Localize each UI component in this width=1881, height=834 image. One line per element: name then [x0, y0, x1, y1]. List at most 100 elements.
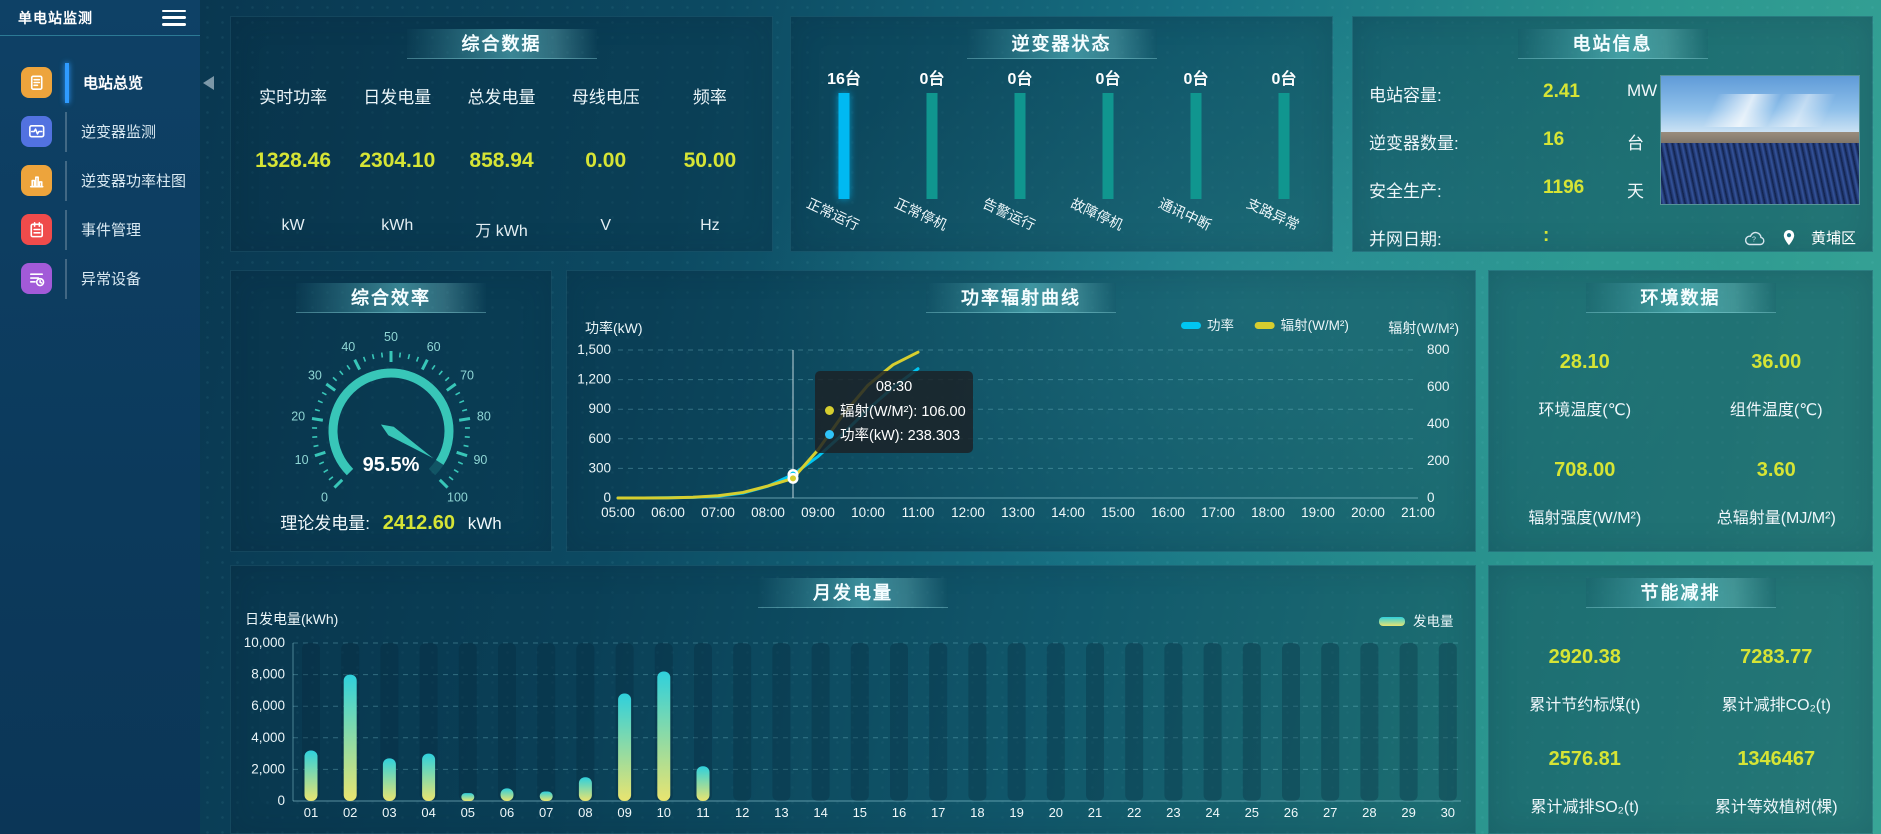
- app-title: 单电站监测: [18, 9, 93, 26]
- weather-cloud-icon[interactable]: ?: [1743, 229, 1767, 247]
- svg-text:100: 100: [447, 490, 468, 504]
- sidebar-item-station-overview[interactable]: 电站总览: [0, 58, 200, 107]
- metric-value: 2304.10: [359, 149, 436, 172]
- svg-text:10,000: 10,000: [244, 635, 285, 650]
- svg-text:30: 30: [308, 369, 322, 383]
- sidebar-item-inverter-monitor[interactable]: 逆变器监测: [0, 107, 200, 156]
- svg-text:15: 15: [853, 805, 867, 820]
- tooltip-item: 辐射(W/M²): 106.00: [825, 400, 966, 421]
- svg-text:0: 0: [1427, 490, 1435, 505]
- cell-label: 总辐射量(MJ/M²): [1716, 510, 1836, 527]
- info-label: 安全生产:: [1369, 182, 1442, 201]
- svg-text:800: 800: [1427, 342, 1450, 357]
- inverter-count: 0台: [1095, 71, 1121, 88]
- svg-text:功率(kW): 功率(kW): [585, 320, 643, 336]
- panel-title-station-info: 电站信息: [1517, 29, 1708, 59]
- panel-summary: 综合数据 实时功率 1328.46 kW 日发电量 2304.10 kWh 总发电量 858.…: [230, 16, 773, 252]
- data-cell: 2920.38 累计节约标煤(t): [1489, 624, 1681, 726]
- panel-title-efficiency: 综合效率: [296, 283, 486, 313]
- station-location: 黄埔区: [1810, 230, 1856, 247]
- inverter-status-label: 正常停机: [892, 194, 950, 234]
- summary-metric: 频率 50.00 Hz: [658, 69, 762, 243]
- sidebar-item-inverter-power-bars[interactable]: 逆变器功率柱图: [0, 156, 200, 205]
- cell-label: 环境温度(℃): [1538, 402, 1632, 419]
- hamburger-menu-icon[interactable]: [162, 9, 186, 26]
- svg-text:900: 900: [588, 401, 611, 416]
- svg-text:09:00: 09:00: [801, 505, 835, 520]
- svg-text:17: 17: [931, 805, 945, 820]
- metric-unit: V: [600, 217, 612, 234]
- monthly-generation-chart[interactable]: 日发电量(kWh) 发电量 0 2,000 4,000 6,000 8,000 10,000 0…: [231, 566, 1477, 834]
- sidebar-item-abnormal-devices[interactable]: 异常设备: [0, 254, 200, 303]
- station-info-row: 电站容量: 2.41 MW: [1369, 81, 1856, 105]
- inverter-status-bar: [1102, 93, 1114, 199]
- svg-text:200: 200: [1427, 453, 1450, 468]
- svg-text:1,200: 1,200: [577, 372, 611, 387]
- svg-text:07:00: 07:00: [701, 505, 735, 520]
- panel-environment: 环境数据 28.10 环境温度(℃) 36.00 组件温度(℃) 708.00 辐射强度(…: [1488, 270, 1873, 552]
- inverter-count: 16台: [827, 71, 861, 88]
- svg-text:02: 02: [343, 805, 357, 820]
- efficiency-gauge: 0 10 20 30 40 50 60 70 80 90 100 95.5%: [291, 330, 491, 504]
- series-dot-icon: [825, 430, 834, 439]
- info-value: 16: [1543, 129, 1565, 150]
- cell-value: 7283.77: [1740, 646, 1813, 668]
- sidebar-item-label: 逆变器监测: [81, 124, 157, 141]
- svg-text:12: 12: [735, 805, 749, 820]
- inverter-power-bars-icon: [21, 165, 52, 196]
- svg-text:14:00: 14:00: [1051, 505, 1085, 520]
- svg-text:80: 80: [477, 409, 491, 423]
- svg-text:2,000: 2,000: [251, 761, 285, 776]
- cell-label: 累计等效植树(棵): [1714, 798, 1838, 816]
- metric-label: 频率: [692, 88, 727, 107]
- panel-title-environment: 环境数据: [1585, 283, 1776, 313]
- collapse-panel-arrow-icon[interactable]: [203, 76, 214, 90]
- theory-generation-row: 理论发电量: 2412.60 kWh: [231, 509, 551, 535]
- metric-unit: Hz: [700, 217, 720, 234]
- series-dot-icon: [825, 406, 834, 415]
- inverter-monitor-icon: [21, 116, 52, 147]
- svg-text:08:00: 08:00: [751, 505, 785, 520]
- cell-value: 1346467: [1737, 747, 1816, 770]
- svg-text:发电量: 发电量: [1413, 614, 1454, 629]
- metric-label: 总发电量: [467, 88, 536, 107]
- panel-inverter-status: 逆变器状态 16台 正常运行 0台 正常停机 0台 告警运行 0台 故障停机 0台 通讯中断 0台支…: [790, 16, 1333, 252]
- svg-text:18:00: 18:00: [1251, 505, 1285, 520]
- cell-label: 辐射强度(W/M²): [1528, 510, 1642, 527]
- sidebar-item-event-management[interactable]: 事件管理: [0, 205, 200, 254]
- svg-text:22: 22: [1127, 805, 1141, 820]
- data-cell: 708.00 辐射强度(W/M²): [1489, 437, 1681, 545]
- metric-value: 0.00: [585, 149, 627, 172]
- summary-metric: 日发电量 2304.10 kWh: [345, 69, 449, 243]
- sidebar: 单电站监测 电站总览逆变器监测逆变器功率柱图事件管理 异常设备: [0, 0, 200, 834]
- svg-text:4,000: 4,000: [251, 730, 285, 745]
- svg-text:09: 09: [617, 805, 631, 820]
- summary-grid: 实时功率 1328.46 kW 日发电量 2304.10 kWh 总发电量 858.94 万 k…: [241, 69, 762, 243]
- data-cell: 7283.77 累计减排CO₂(t): [1681, 624, 1873, 726]
- svg-text:11: 11: [696, 805, 710, 820]
- power-radiation-chart[interactable]: 功率(kW) 辐射(W/M²) 功率 辐射(W/M²) 0 300 600 900 1,200 1…: [567, 271, 1477, 553]
- station-info-row: 安全生产: 1196 天: [1369, 177, 1856, 201]
- cell-label: 组件温度(℃): [1729, 402, 1823, 419]
- panel-power-curve: 功率辐射曲线 功率(kW) 辐射(W/M²) 功率 辐射(W/M²) 0 300 600 90…: [566, 270, 1476, 552]
- panel-title-inverter-status: 逆变器状态: [966, 29, 1157, 59]
- location-pin-icon[interactable]: [1781, 228, 1797, 248]
- cell-label: 累计节约标煤(t): [1529, 697, 1641, 714]
- cell-value: 3.60: [1756, 459, 1796, 481]
- metric-value: 858.94: [469, 149, 534, 172]
- panel-title-monthly-generation: 月发电量: [758, 578, 948, 608]
- svg-text:12:00: 12:00: [951, 505, 985, 520]
- info-value: 1196: [1543, 177, 1585, 198]
- metric-value: 50.00: [683, 149, 737, 172]
- panel-title-power-curve: 功率辐射曲线: [926, 283, 1116, 313]
- info-value: :: [1543, 225, 1550, 246]
- sidebar-item-label: 电站总览: [83, 75, 144, 92]
- svg-text:6,000: 6,000: [251, 698, 285, 713]
- sidebar-menu: 电站总览逆变器监测逆变器功率柱图事件管理 异常设备: [0, 58, 200, 303]
- metric-unit: 万 kWh: [475, 223, 528, 240]
- svg-text:16:00: 16:00: [1151, 505, 1185, 520]
- svg-text:辐射(W/M²): 辐射(W/M²): [1281, 318, 1349, 333]
- inverter-status-label: 正常运行: [804, 194, 862, 234]
- svg-text:95.5%: 95.5%: [363, 454, 420, 476]
- sidebar-item-label: 逆变器功率柱图: [81, 173, 187, 190]
